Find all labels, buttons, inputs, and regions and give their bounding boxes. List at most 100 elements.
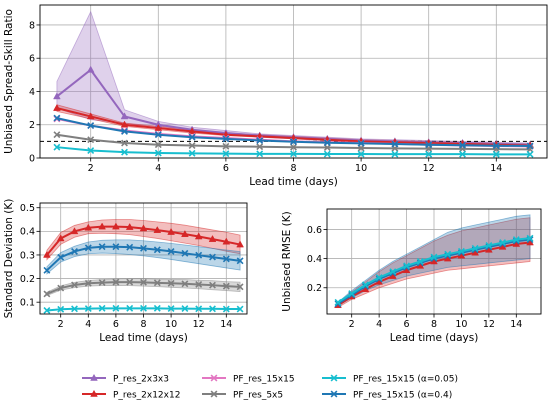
point-pf5 (256, 143, 264, 151)
point-a05 (209, 305, 216, 313)
point-a04 (140, 244, 147, 252)
point-a05 (512, 236, 520, 244)
x-tick-label: 12 (423, 163, 435, 174)
point-a05 (416, 258, 424, 265)
point-a05 (357, 150, 365, 158)
point-p12 (86, 112, 95, 120)
point-a04 (153, 246, 161, 254)
x-tick-label: 10 (455, 319, 467, 330)
point-p12 (153, 226, 162, 233)
point-a05 (121, 148, 128, 156)
point-a04 (112, 243, 120, 251)
point-p12 (112, 222, 120, 230)
point-p12 (70, 227, 79, 235)
unbiased-rmse-panel: 2 4 6 8 10 12 14 0.2 0.4 0.6 Lead time (days) Unbia… (281, 208, 542, 344)
point-p12 (139, 224, 148, 232)
x-tick-label: 4 (376, 319, 382, 330)
point-p12 (181, 230, 189, 237)
point-a05 (444, 250, 452, 258)
point-a05 (53, 143, 61, 151)
point-a04 (209, 253, 216, 261)
y-axis-label: Unbiased Spread-Skill Ratio (3, 9, 15, 154)
point-pf5 (167, 279, 175, 287)
y-tick-label: 6 (29, 54, 35, 65)
x-axis-label: Lead time (days) (249, 176, 338, 188)
x-tick-label: 14 (510, 319, 522, 330)
point-p12 (120, 120, 129, 128)
point-a05 (181, 305, 189, 313)
y-tick-label: 0.4 (307, 254, 322, 265)
point-pf5 (195, 281, 203, 288)
x-tick-label: 4 (155, 163, 161, 174)
legend-item-a05: PF_res_15x15 (α=0.05) (322, 374, 458, 384)
point-a05 (222, 150, 230, 158)
point-a04 (154, 131, 162, 139)
legend-item-a04: PF_res_15x15 (α=0.4) (322, 390, 452, 400)
point-a05 (154, 149, 162, 157)
point-a05 (57, 305, 65, 313)
point-a05 (361, 281, 369, 289)
point-pf5 (84, 279, 92, 287)
point-pf5 (181, 280, 189, 288)
x-axis-label: Lead time (days) (99, 332, 188, 344)
point-p12 (208, 235, 217, 242)
point-pf5 (53, 131, 61, 139)
point-a05 (425, 150, 433, 158)
point-p12 (43, 250, 51, 258)
legend-label: PF_res_5x5 (233, 390, 283, 400)
point-a05 (290, 150, 297, 158)
legend-label: PF_res_15x15 (233, 374, 295, 384)
point-p3 (120, 112, 129, 120)
y-tick-label: 0.2 (20, 274, 35, 285)
point-a05 (195, 305, 203, 313)
legend-marker (210, 374, 218, 382)
point-a05 (499, 239, 507, 246)
point-a04 (236, 257, 244, 265)
y-tick-label: 0.4 (20, 227, 35, 238)
x-tick-label: 14 (490, 163, 502, 174)
point-a05 (153, 304, 161, 312)
x-tick-label: 8 (290, 163, 296, 174)
point-p3 (86, 65, 95, 73)
y-axis-label: Unbiased RMSE (K) (281, 211, 293, 311)
point-a04 (71, 247, 78, 255)
point-a04 (195, 251, 203, 259)
point-a05 (403, 262, 411, 270)
legend-label: P_res_2x12x12 (113, 390, 180, 400)
point-a05 (87, 147, 95, 154)
point-pf5 (112, 278, 120, 286)
point-a04 (126, 243, 134, 251)
x-tick-label: 2 (349, 319, 355, 330)
point-a04 (53, 114, 61, 122)
point-a04 (459, 141, 466, 149)
point-p3 (53, 92, 61, 100)
point-pf5 (209, 281, 216, 289)
y-tick-label: 0.2 (307, 283, 322, 294)
point-pf5 (188, 142, 196, 149)
point-a05 (526, 234, 534, 242)
y-tick-label: 8 (29, 20, 35, 31)
point-a05 (256, 150, 264, 158)
point-pf5 (43, 290, 51, 298)
x-tick-label: 2 (88, 163, 94, 174)
point-pf5 (140, 278, 147, 286)
point-a04 (425, 141, 433, 149)
point-p12 (236, 240, 244, 248)
legend-marker (90, 389, 98, 397)
point-p12 (222, 237, 231, 245)
point-a05 (526, 150, 534, 158)
legend-marker (210, 390, 218, 398)
point-a05 (323, 150, 331, 158)
y-tick-label: 2 (29, 120, 35, 131)
x-tick-label: 10 (355, 163, 367, 174)
point-a04 (256, 137, 264, 144)
point-a05 (236, 305, 244, 313)
legend: P_res_2x3x3 P_res_2x12x12 PF_res_15x15 PF_r… (82, 373, 458, 400)
legend-marker (330, 390, 338, 398)
point-p12 (167, 227, 175, 235)
x-tick-label: 2 (58, 319, 64, 330)
point-a04 (323, 139, 331, 147)
x-tick-label: 8 (431, 319, 437, 330)
x-tick-label: 12 (483, 319, 495, 330)
